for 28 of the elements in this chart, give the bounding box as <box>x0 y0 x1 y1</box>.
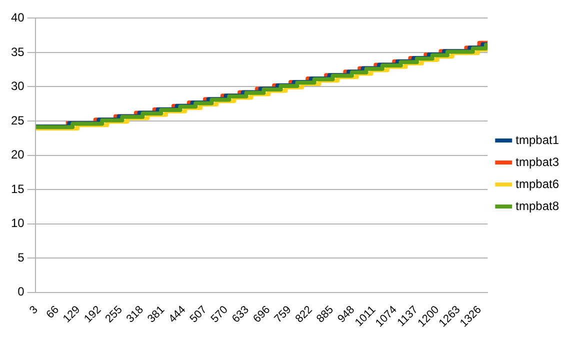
x-tick-label: 696 <box>251 304 273 326</box>
x-tick-label: 885 <box>314 304 336 326</box>
x-tick-label: 66 <box>44 304 62 321</box>
x-tick-label: 570 <box>208 304 230 326</box>
legend-label: tmpbat1 <box>516 132 560 147</box>
x-tick-label: 192 <box>82 304 104 326</box>
x-tick-label: 318 <box>124 304 146 326</box>
y-tick-label: 10 <box>10 216 25 230</box>
x-tick-label: 3 <box>27 304 40 317</box>
y-tick-label: 25 <box>10 113 25 128</box>
legend-label: tmpbat8 <box>516 198 560 213</box>
x-tick-label: 822 <box>293 304 315 326</box>
legend-label: tmpbat6 <box>516 176 560 191</box>
y-tick-label: 30 <box>10 79 25 94</box>
y-tick-label: 15 <box>10 182 25 196</box>
x-tick-label: 444 <box>166 304 188 326</box>
y-tick-label: 20 <box>10 148 25 162</box>
legend-label: tmpbat3 <box>516 154 560 169</box>
x-tick-label: 633 <box>230 304 252 326</box>
y-tick-label: 0 <box>18 284 25 299</box>
y-tick-label: 40 <box>10 10 25 25</box>
x-tick-label: 129 <box>61 304 83 326</box>
y-tick-label: 35 <box>10 44 25 59</box>
y-tick-label: 5 <box>18 250 25 264</box>
x-tick-label: 759 <box>272 304 294 326</box>
x-tick-label: 255 <box>103 304 125 326</box>
x-tick-label: 507 <box>188 304 210 326</box>
x-tick-label: 381 <box>146 304 168 326</box>
